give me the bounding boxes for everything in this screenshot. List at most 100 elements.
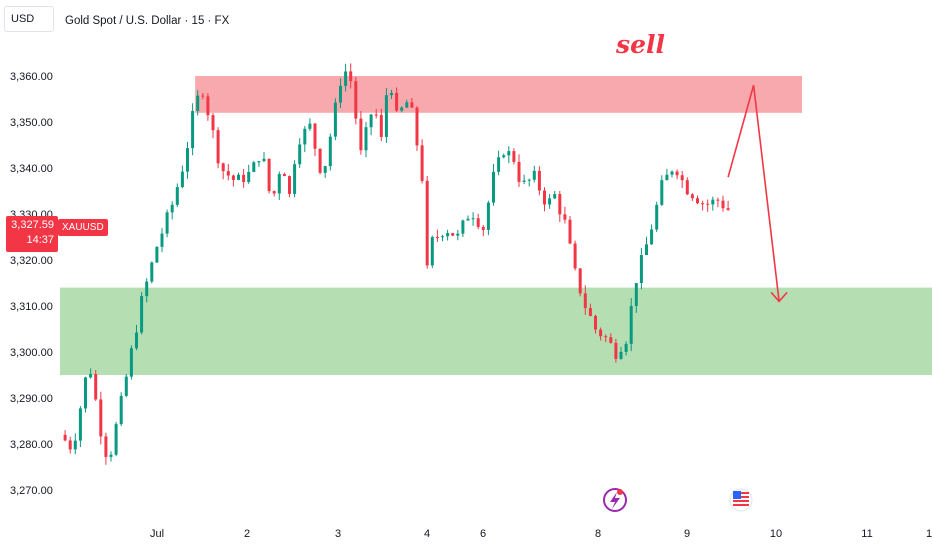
candle-body (237, 174, 240, 180)
candle-body (140, 296, 144, 333)
candle-body (252, 162, 256, 172)
candle-body (369, 114, 373, 128)
candle-body (349, 71, 353, 82)
candle-body (89, 374, 93, 378)
sell-zone (195, 76, 803, 113)
candle-body (114, 424, 118, 455)
candle-body (461, 220, 465, 234)
candle-body (277, 174, 281, 194)
candle-body (73, 440, 77, 450)
candle-body (578, 268, 582, 294)
candle-body (165, 212, 169, 234)
y-tick-label: 3,320.00 (10, 255, 53, 267)
candle-body (410, 102, 414, 108)
candle-body (573, 243, 577, 269)
candle-body (104, 436, 108, 457)
candle-body (242, 174, 246, 182)
candle-body (685, 180, 689, 195)
candle-body (186, 148, 189, 172)
sell-arrows (727, 84, 788, 303)
candle-body (553, 194, 557, 199)
candle-body (532, 170, 536, 180)
candle-body (415, 107, 419, 146)
candle-body (456, 233, 460, 236)
candle-body (420, 145, 424, 181)
candle-body (588, 308, 592, 316)
candle-body (690, 194, 694, 199)
candle-body (639, 255, 643, 283)
candle-body (619, 351, 623, 359)
symbol-tag: XAUUSD (58, 219, 108, 236)
candle-body (614, 342, 618, 359)
candle-body (471, 218, 475, 220)
candle-body (507, 151, 511, 156)
candle-body (476, 218, 480, 227)
candle-body (323, 166, 327, 173)
lightning-event-icon[interactable] (603, 488, 627, 512)
candle-body (721, 200, 725, 209)
candle-body (313, 123, 317, 149)
candle-body (650, 229, 654, 245)
candle-body (502, 155, 506, 158)
y-tick-label: 3,350.00 (10, 117, 53, 129)
candle-body (665, 174, 669, 181)
candle-body (512, 151, 516, 162)
candle-body (599, 329, 603, 337)
candle-body (400, 107, 404, 111)
x-tick-label: 3 (335, 528, 341, 540)
x-tick-label: 11 (861, 528, 872, 540)
candle-body (680, 175, 684, 181)
chart-title: Gold Spot / U.S. Dollar · 15 · FX (65, 15, 230, 27)
us-flag-event-icon[interactable] (729, 488, 753, 512)
candle-body (543, 190, 546, 205)
currency-button[interactable]: USD (4, 6, 54, 32)
candle-body (160, 233, 164, 247)
arrow-head (770, 291, 788, 303)
x-tick-label: 10 (770, 528, 782, 540)
candle-body (109, 454, 113, 457)
y-axis: 3,270.00 3,280.00 3,290.00 3,300.00 3,310.00… (10, 71, 53, 497)
candle-body (594, 315, 597, 330)
candle-body (706, 203, 710, 205)
candle-body (379, 115, 383, 137)
candle-body (604, 336, 608, 338)
candle-body (226, 171, 230, 176)
candle-body (497, 157, 501, 172)
y-tick-label: 3,310.00 (10, 301, 53, 313)
candle-body (548, 198, 552, 205)
candle-body (124, 376, 128, 396)
candle-body (303, 128, 307, 145)
candle-body (359, 118, 363, 151)
candle-body (451, 233, 455, 236)
candle-body (645, 244, 648, 256)
last-price-tag: 3,327.59 14:37 (6, 216, 58, 252)
candle-body (135, 332, 138, 349)
candle-body (247, 171, 251, 182)
x-axis: Jul 2 3 4 6 8 9 10 11 1 (150, 528, 932, 540)
candle-body (655, 204, 659, 230)
candle-body (517, 161, 521, 182)
candle-body (333, 102, 337, 137)
candle-body (344, 71, 348, 86)
candle-body (288, 176, 291, 194)
candle-body (293, 164, 297, 194)
candle-body (267, 158, 271, 192)
candle-body (522, 180, 526, 182)
candle-body (711, 199, 715, 205)
candle-body (180, 171, 184, 188)
candle-body (670, 171, 674, 175)
candle-body (374, 114, 378, 116)
candle-body (558, 194, 562, 215)
candle-body (492, 171, 495, 203)
candle-body (206, 96, 210, 116)
buy-zone (60, 287, 932, 375)
candle-body (94, 374, 98, 400)
x-tick-label: Jul (150, 528, 164, 540)
candle-body (481, 226, 485, 230)
candle-body (201, 95, 205, 97)
candle-body (384, 95, 388, 137)
candle-body (298, 144, 302, 165)
x-tick-label: 1 (926, 528, 932, 540)
candle-body (624, 343, 628, 352)
